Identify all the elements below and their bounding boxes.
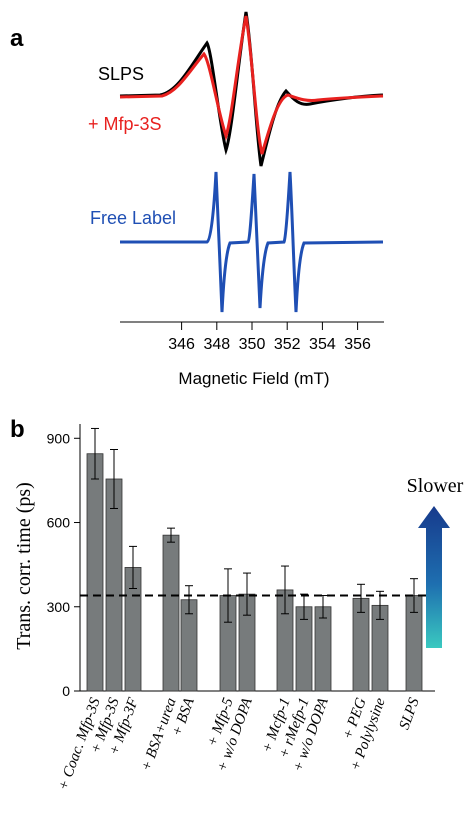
y-tick-label: 0 [62, 683, 70, 699]
legend-label-free-label: Free Label [90, 208, 176, 228]
x-tick-label: 356 [344, 336, 371, 353]
y-tick-label: 600 [47, 515, 71, 531]
series-line-slps [119, 11, 384, 167]
x-axis-label: Magnetic Field (mT) [178, 369, 329, 388]
bar [162, 534, 180, 692]
series-line-mfp3s [119, 15, 384, 155]
x-axis-ticks: 346 348 350 352 354 356 [168, 322, 371, 353]
y-axis-ticks: 0 300 600 900 [47, 430, 80, 699]
x-tick-label: 350 [239, 336, 266, 353]
x-tick-label: 352 [274, 336, 301, 353]
x-tick-label: 354 [309, 336, 336, 353]
x-tick-label: 346 [168, 336, 195, 353]
y-axis-label: Trans. corr. time (ps) [13, 482, 35, 650]
bar [105, 478, 123, 692]
panel-a-epr-spectra: SLPS + Mfp-3S Free Label 346 348 350 352 354… [88, 11, 384, 388]
bar [314, 606, 332, 692]
slower-label: Slower [407, 475, 464, 497]
panel-a-letter: a [10, 25, 24, 52]
x-tick-label: 348 [203, 336, 230, 353]
series-line-free-label [120, 171, 384, 313]
slower-arrow-icon [418, 506, 450, 648]
category-labels: + Coac. Mfp-3S+ Mfp-3S+ Mfp-3F+ BSA+urea… [55, 695, 422, 793]
legend-label-mfp3s: + Mfp-3S [88, 114, 162, 134]
category-label: SLPS [397, 695, 423, 731]
y-tick-label: 900 [47, 430, 71, 446]
y-tick-label: 300 [47, 599, 71, 615]
bars [86, 427, 423, 692]
bar [86, 453, 104, 692]
panel-b-bar-chart: Trans. corr. time (ps) 0 300 600 900 + Coac… [13, 424, 464, 793]
legend-label-slps: SLPS [98, 64, 144, 84]
panel-b-letter: b [10, 416, 25, 443]
